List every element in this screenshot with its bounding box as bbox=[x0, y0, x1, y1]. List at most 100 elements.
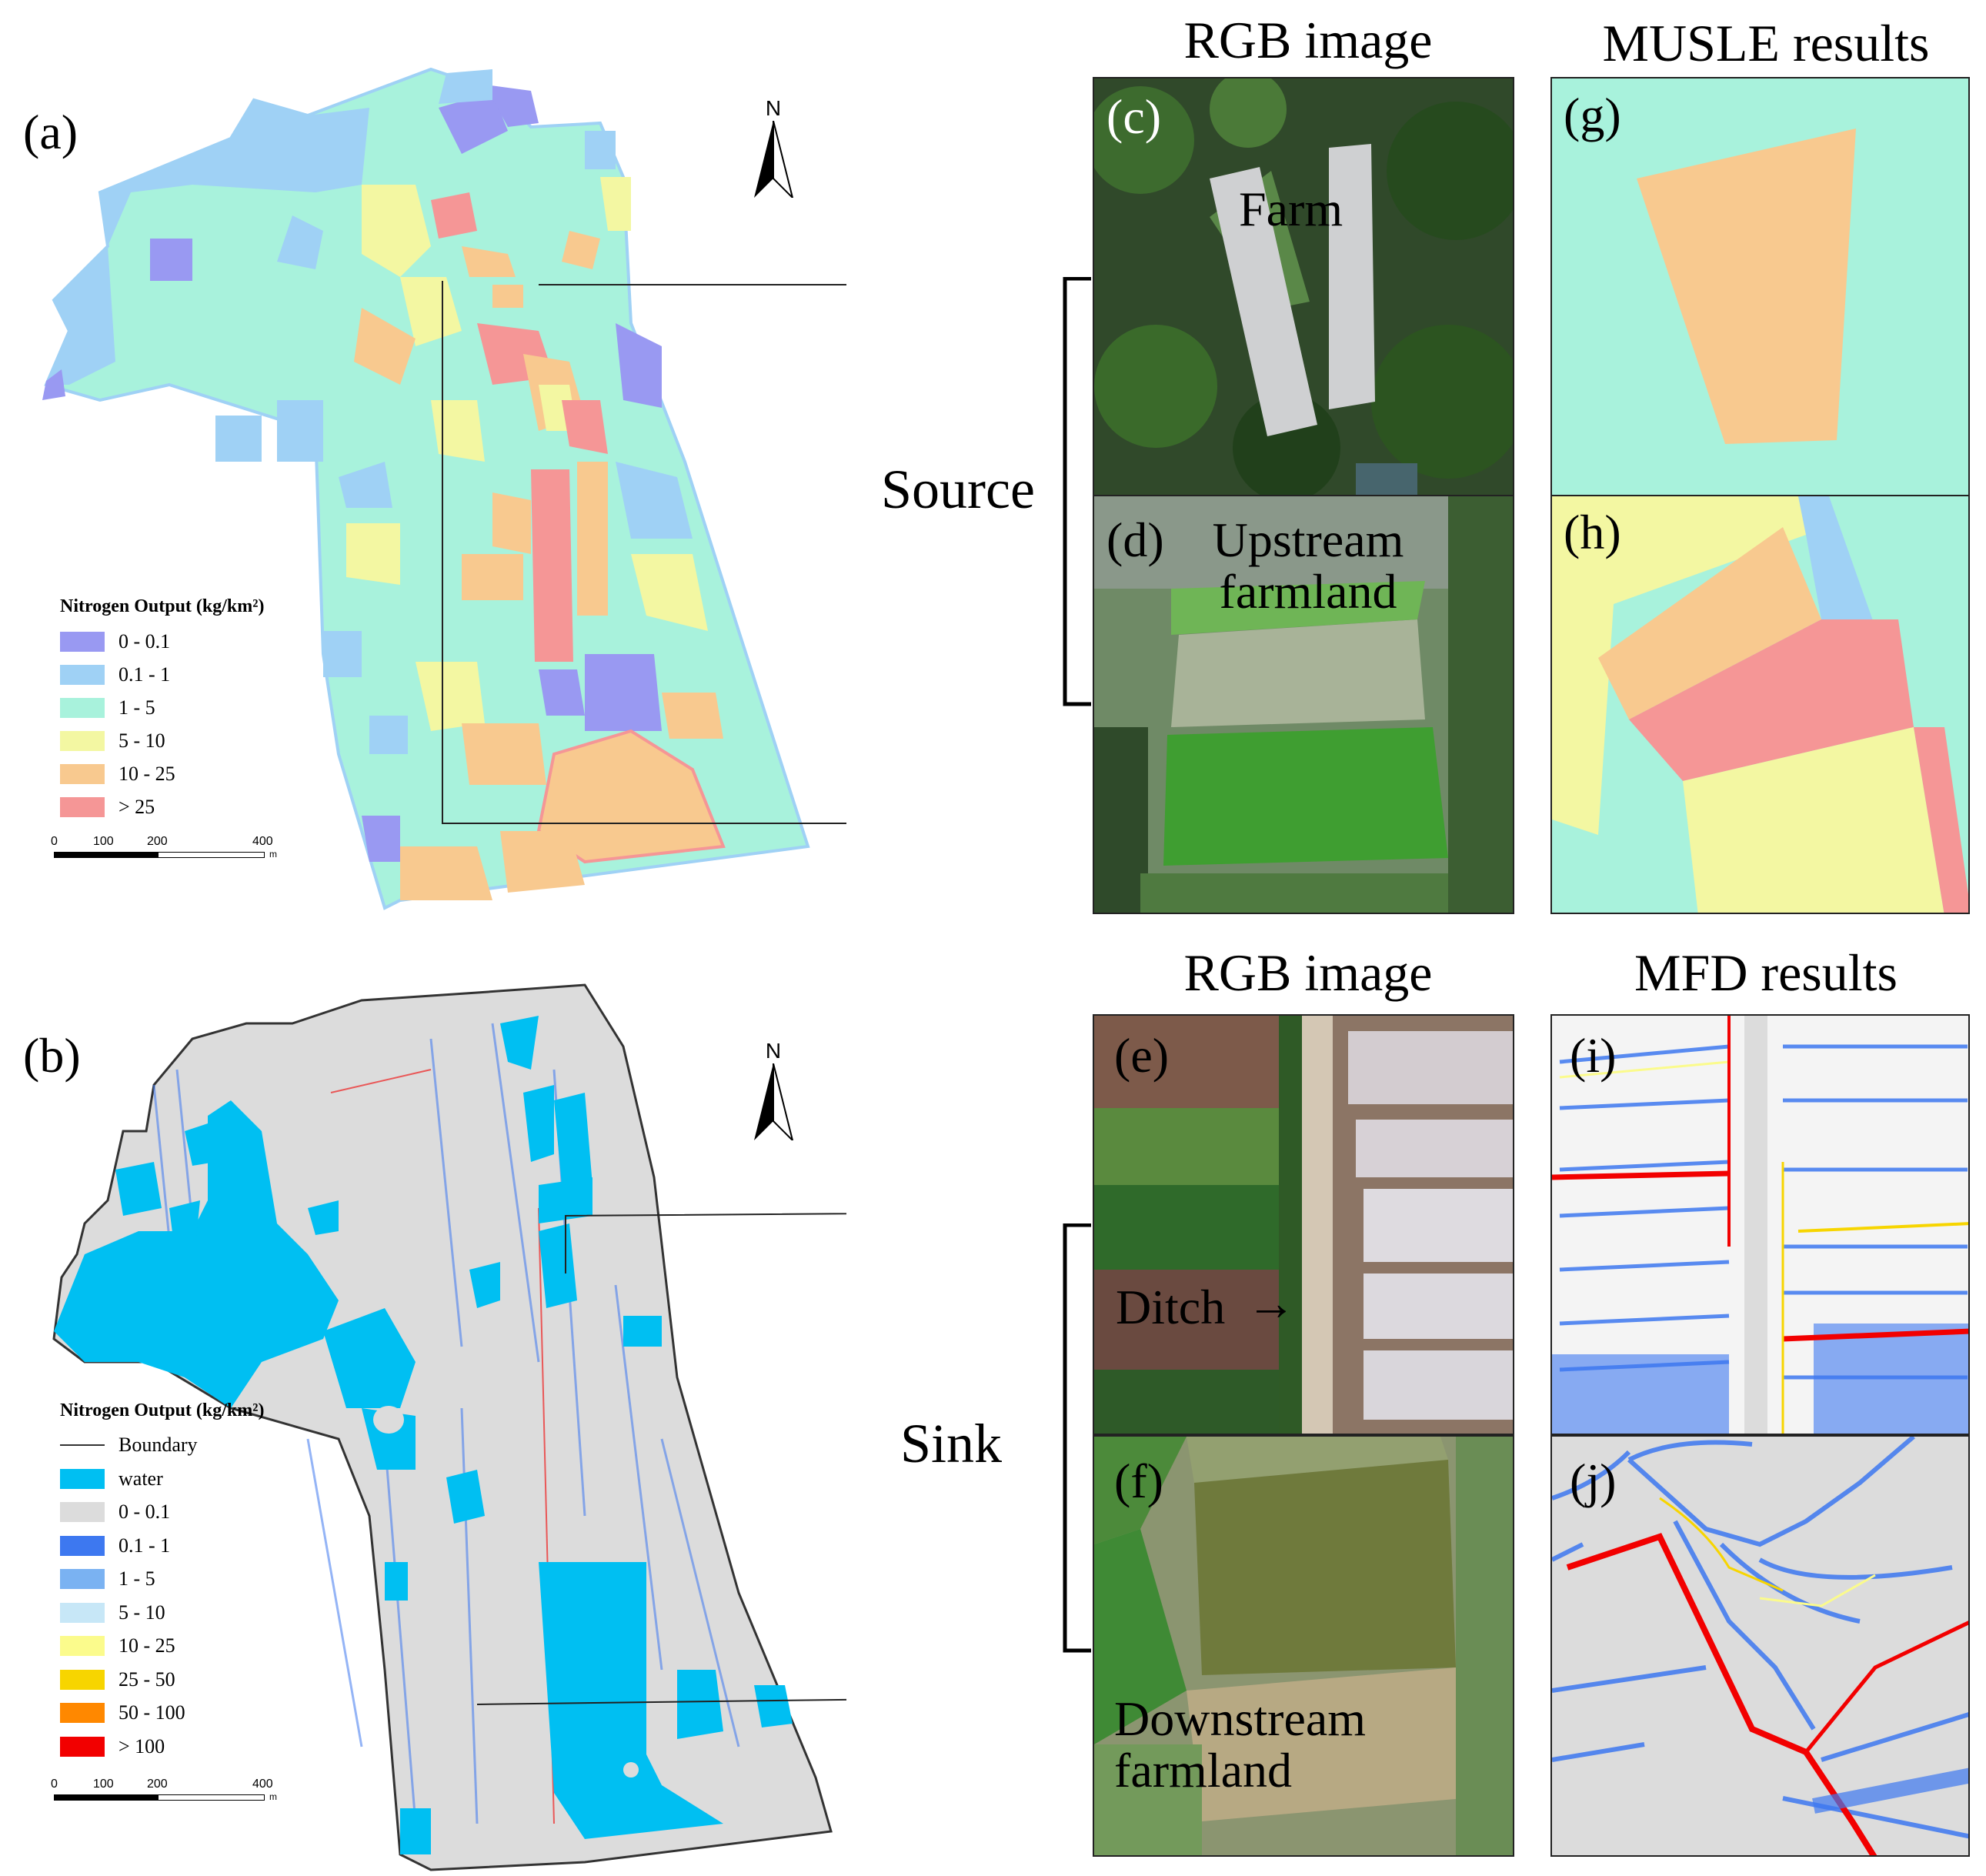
legend-a-item: 1 - 5 bbox=[60, 696, 155, 720]
downstream-line-1: Downstream bbox=[1114, 1691, 1367, 1746]
upstream-line-2: farmland bbox=[1219, 564, 1397, 619]
legend-swatch bbox=[60, 1736, 105, 1757]
scale-tick-100: 100 bbox=[93, 1778, 114, 1791]
legend-swatch bbox=[60, 1669, 105, 1690]
legend-b-item: 0 - 0.1 bbox=[60, 1500, 170, 1524]
panel-label-d: (d) bbox=[1106, 512, 1164, 567]
scale-unit: m bbox=[269, 849, 277, 860]
scale-bar-b: 0 100 200 400 m bbox=[46, 1778, 292, 1808]
legend-label: > 100 bbox=[118, 1734, 165, 1757]
legend-label: 10 - 25 bbox=[118, 1634, 175, 1657]
legend-swatch bbox=[60, 665, 105, 685]
legend-label: 0.1 - 1 bbox=[118, 1534, 171, 1557]
legend-b-item: > 100 bbox=[60, 1734, 165, 1759]
source-bracket bbox=[1063, 277, 1091, 706]
mfd-i bbox=[1550, 1014, 1970, 1435]
panel-label-f: (f) bbox=[1114, 1454, 1163, 1508]
legend-b-item: water bbox=[60, 1467, 163, 1491]
legend-swatch bbox=[60, 764, 105, 784]
legend-swatch bbox=[60, 1502, 105, 1522]
title-rgb-bottom: RGB image bbox=[1183, 943, 1433, 1002]
panel-label-a: (a) bbox=[23, 105, 78, 159]
north-arrow-icon bbox=[754, 1063, 794, 1140]
scale-tick-100: 100 bbox=[93, 835, 114, 848]
legend-label: 0.1 - 1 bbox=[118, 663, 171, 686]
legend-a-item: 0 - 0.1 bbox=[60, 629, 170, 654]
legend-label: 50 - 100 bbox=[118, 1701, 185, 1724]
legend-label: 5 - 10 bbox=[118, 1601, 165, 1624]
scale-tick-200: 200 bbox=[147, 1778, 168, 1791]
legend-swatch bbox=[60, 797, 105, 817]
legend-label: water bbox=[118, 1467, 163, 1490]
sink-bracket bbox=[1063, 1223, 1091, 1653]
scale-unit: m bbox=[269, 1791, 277, 1802]
photo-c-farm bbox=[1093, 77, 1514, 496]
legend-b-item: 1 - 5 bbox=[60, 1567, 155, 1591]
legend-swatch bbox=[60, 1468, 105, 1489]
photo-f-downstream bbox=[1093, 1435, 1514, 1857]
legend-swatch bbox=[60, 698, 105, 718]
north-arrow-a: N bbox=[750, 96, 796, 198]
legend-b-item: 5 - 10 bbox=[60, 1601, 165, 1625]
panel-label-g: (g) bbox=[1564, 88, 1621, 142]
legend-swatch bbox=[60, 1535, 105, 1556]
panel-label-c: (c) bbox=[1106, 89, 1162, 144]
legend-b-item: 0.1 - 1 bbox=[60, 1534, 170, 1558]
upstream-line-1: Upstream bbox=[1212, 512, 1404, 567]
legend-label: 0 - 0.1 bbox=[118, 630, 171, 653]
legend-label: 0 - 0.1 bbox=[118, 1500, 171, 1523]
legend-label: 10 - 25 bbox=[118, 763, 175, 785]
photo-label-upstream: Upstream farmland bbox=[1185, 512, 1431, 619]
legend-label: 1 - 5 bbox=[118, 696, 155, 719]
legend-label: 25 - 50 bbox=[118, 1667, 175, 1691]
ditch-arrow-icon: → bbox=[1247, 1276, 1296, 1330]
musle-g bbox=[1550, 77, 1970, 496]
scale-tick-0: 0 bbox=[51, 835, 58, 848]
panel-label-h: (h) bbox=[1564, 505, 1621, 559]
photo-label-farm: Farm bbox=[1239, 182, 1343, 236]
scale-tick-400: 400 bbox=[252, 835, 273, 848]
panel-label-e: (e) bbox=[1114, 1028, 1170, 1083]
legend-b-item: Boundary bbox=[60, 1433, 198, 1457]
map-a bbox=[0, 0, 846, 923]
legend-b-item: 50 - 100 bbox=[60, 1701, 185, 1725]
north-arrow-icon bbox=[754, 121, 794, 198]
scale-tick-200: 200 bbox=[147, 835, 168, 848]
group-label-source: Source bbox=[881, 459, 1035, 520]
legend-label: > 25 bbox=[118, 796, 155, 818]
photo-d-upstream bbox=[1093, 495, 1514, 914]
legend-b-item: 10 - 25 bbox=[60, 1634, 175, 1658]
scale-tick-400: 400 bbox=[252, 1778, 273, 1791]
legend-swatch bbox=[60, 1569, 105, 1589]
scale-bar-a: 0 100 200 400 m bbox=[46, 835, 292, 866]
legend-label: 1 - 5 bbox=[118, 1567, 155, 1590]
legend-b-item: 25 - 50 bbox=[60, 1667, 175, 1692]
north-letter: N bbox=[765, 96, 782, 120]
north-letter: N bbox=[765, 1039, 782, 1063]
north-arrow-b: N bbox=[750, 1039, 796, 1140]
photo-label-ditch: Ditch bbox=[1116, 1280, 1226, 1334]
panel-label-j: (j) bbox=[1570, 1454, 1617, 1508]
legend-title-a: Nitrogen Output (kg/km²) bbox=[60, 596, 265, 616]
legend-swatch bbox=[60, 1703, 105, 1723]
legend-swatch bbox=[60, 1636, 105, 1656]
musle-h bbox=[1550, 495, 1970, 914]
photo-label-downstream: Downstream farmland bbox=[1114, 1691, 1367, 1798]
map-b bbox=[0, 977, 846, 1876]
downstream-line-2: farmland bbox=[1114, 1743, 1292, 1798]
title-mfd: MFD results bbox=[1634, 943, 1898, 1002]
legend-a-item: 10 - 25 bbox=[60, 762, 175, 786]
title-musle: MUSLE results bbox=[1602, 14, 1930, 72]
panel-label-i: (i) bbox=[1570, 1028, 1617, 1083]
legend-swatch bbox=[60, 1602, 105, 1623]
panel-label-b: (b) bbox=[23, 1028, 81, 1083]
legend-a-item: 5 - 10 bbox=[60, 729, 165, 753]
mfd-j bbox=[1550, 1435, 1970, 1857]
photo-e-ditch bbox=[1093, 1014, 1514, 1435]
title-rgb-top: RGB image bbox=[1183, 11, 1433, 69]
boundary-line-swatch bbox=[60, 1444, 105, 1446]
legend-swatch bbox=[60, 632, 105, 652]
legend-a-item: 0.1 - 1 bbox=[60, 663, 170, 687]
legend-a-item: > 25 bbox=[60, 795, 155, 819]
legend-title-b: Nitrogen Output (kg/km²) bbox=[60, 1400, 265, 1420]
